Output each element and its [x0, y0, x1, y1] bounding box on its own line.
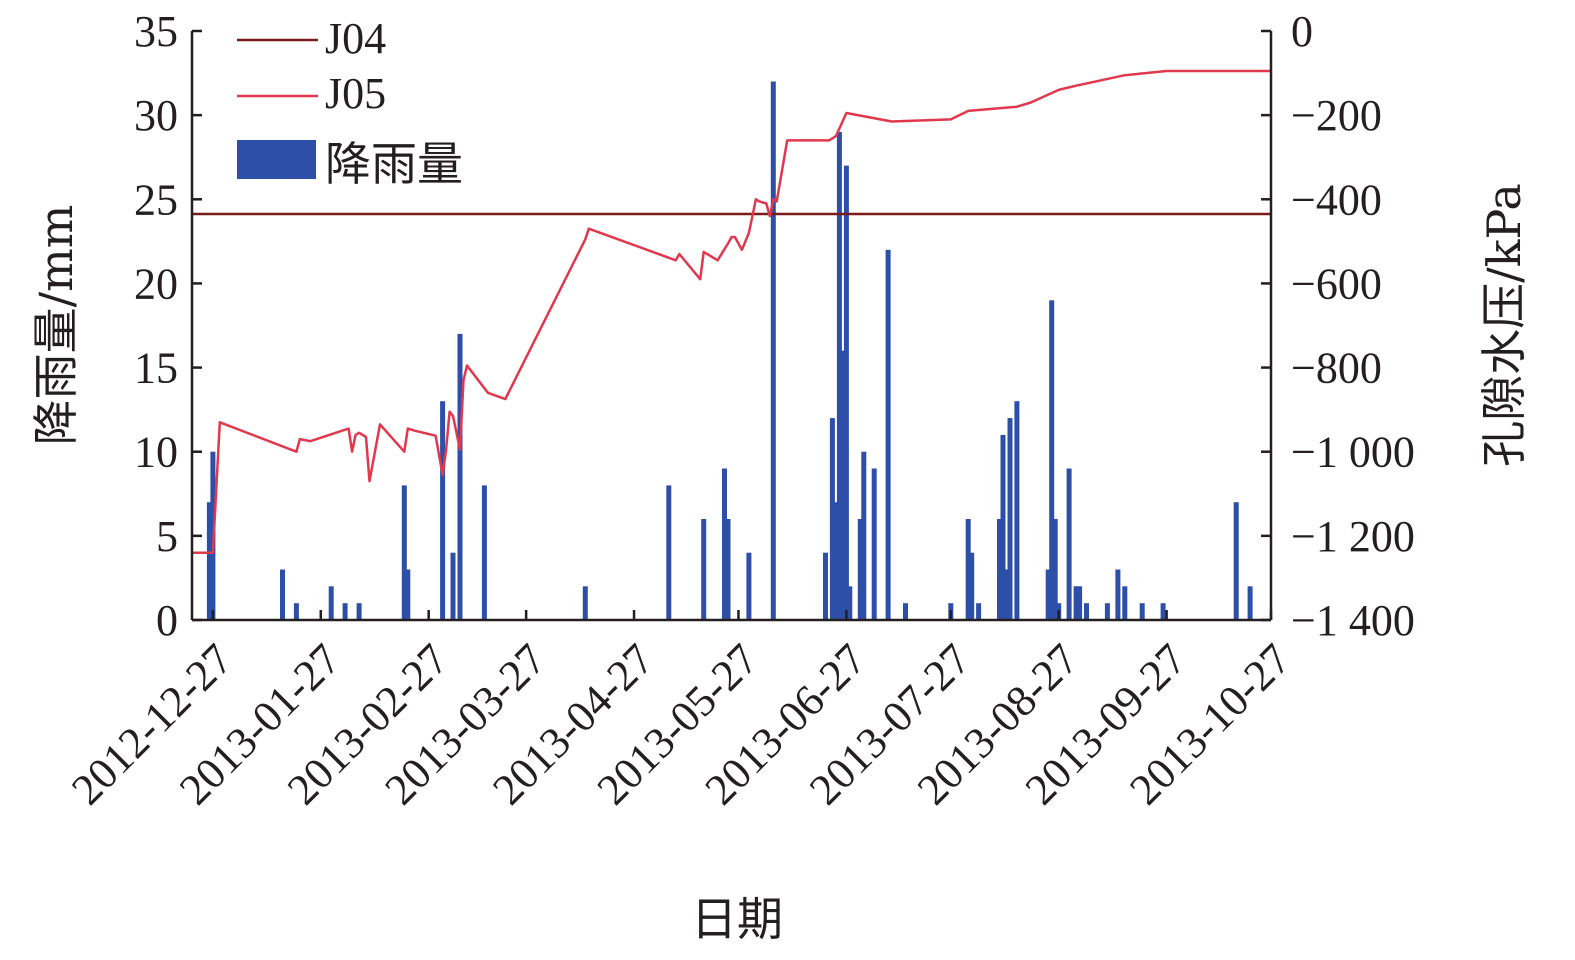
rainfall-bar: [770, 81, 776, 620]
y-right-tick-label: −200: [1291, 91, 1382, 140]
rainfall-bar: [206, 502, 212, 620]
rainfall-bar: [280, 569, 285, 620]
rainfall-bar: [582, 586, 588, 620]
rainfall-bar: [1045, 569, 1051, 620]
y-left-tick-label: 35: [134, 7, 178, 56]
y-right-tick-label: −600: [1291, 259, 1382, 308]
rainfall-bar: [843, 165, 849, 620]
rainfall-bar: [976, 603, 982, 620]
legend-label-j05: J05: [325, 69, 386, 118]
rainfall-bar: [342, 603, 348, 620]
rainfall-bar: [840, 350, 846, 620]
y-axis-left-title: 降雨量/mm: [29, 205, 83, 446]
y-right-tick-label: −1 400: [1291, 596, 1415, 645]
rainfall-bar: [1104, 603, 1110, 620]
rainfall-bar: [1014, 401, 1020, 620]
rainfall-bar: [1052, 519, 1058, 620]
rainfall-bar: [401, 485, 407, 620]
y-left-tick-label: 5: [156, 512, 178, 561]
y-left-tick-label: 10: [134, 428, 178, 477]
rainfall-bar: [833, 502, 839, 620]
rainfall-bar: [1000, 434, 1006, 620]
rainfall-bar: [823, 552, 828, 620]
rainfall-bar: [746, 552, 752, 620]
pore-pressure-lines: [192, 69, 1271, 554]
rainfall-bars: [206, 81, 1253, 621]
rainfall-bar: [1007, 418, 1013, 620]
rainfall-bar: [871, 468, 877, 620]
rainfall-bar: [701, 519, 707, 620]
rainfall-bar: [1049, 300, 1055, 620]
rainfall-bar: [1073, 586, 1079, 620]
y-right-tick-label: 0: [1291, 7, 1313, 56]
legend: J04 J05 降雨量: [237, 14, 463, 191]
y-left-tick-label: 20: [134, 259, 178, 308]
y-left-tick-label: 30: [134, 91, 178, 140]
axes: [190, 29, 1273, 622]
rainfall-bar: [1139, 603, 1145, 620]
legend-swatch-rainfall: [237, 140, 316, 179]
rainfall-bar: [1115, 569, 1121, 620]
rainfall-bar: [1160, 603, 1166, 620]
rainfall-bar: [847, 586, 853, 620]
y-right-tick-label: −800: [1291, 344, 1382, 393]
rainfall-bar: [829, 418, 835, 620]
rainfall-bar: [1122, 586, 1128, 620]
x-axis-title: 日期: [691, 892, 783, 946]
rainfall-bar: [836, 132, 842, 620]
rainfall-bar: [405, 569, 411, 620]
rainfall-bar: [1084, 603, 1089, 620]
y-left-tick-label: 15: [134, 344, 178, 393]
rainfall-bar: [1066, 468, 1072, 620]
rainfall-bar: [861, 451, 867, 620]
rainfall-bar: [457, 333, 463, 620]
rainfall-bar: [885, 249, 891, 621]
y-right-tick-label: −1 000: [1291, 428, 1415, 477]
rainfall-bar: [903, 603, 908, 620]
rainfall-bar: [356, 603, 362, 620]
legend-label-rainfall: 降雨量: [325, 137, 463, 191]
rainfall-bar: [328, 586, 334, 620]
rainfall-bar: [722, 468, 727, 620]
rainfall-bar: [997, 519, 1002, 620]
rainfall-bar: [481, 485, 487, 620]
legend-label-j04: J04: [325, 14, 386, 63]
rainfall-bar: [965, 519, 971, 620]
y-right-tick-label: −400: [1291, 175, 1382, 224]
rainfall-bar: [1247, 586, 1253, 620]
tick-labels: 0 5 10 15 20 25 30 35 −1 400 −1 200 −1 000 −800 −600…: [62, 7, 1415, 814]
y-left-tick-label: 25: [134, 175, 178, 224]
rainfall-bar: [857, 519, 863, 620]
rainfall-bar: [1004, 569, 1009, 620]
y-axis-right-title: 孔隙水压/kPa: [1477, 183, 1531, 467]
rainfall-bar: [969, 552, 975, 620]
rainfall-bar: [1077, 586, 1083, 620]
rainfall-bar: [440, 401, 446, 620]
y-right-tick-label: −1 200: [1291, 512, 1415, 561]
rainfall-bar: [450, 552, 456, 620]
rainfall-bar: [666, 485, 672, 620]
rainfall-bar: [1233, 502, 1239, 620]
rainfall-bar: [725, 519, 731, 620]
rainfall-bar: [293, 603, 299, 620]
line-series-j05: [192, 69, 1271, 554]
y-left-tick-label: 0: [156, 596, 178, 645]
